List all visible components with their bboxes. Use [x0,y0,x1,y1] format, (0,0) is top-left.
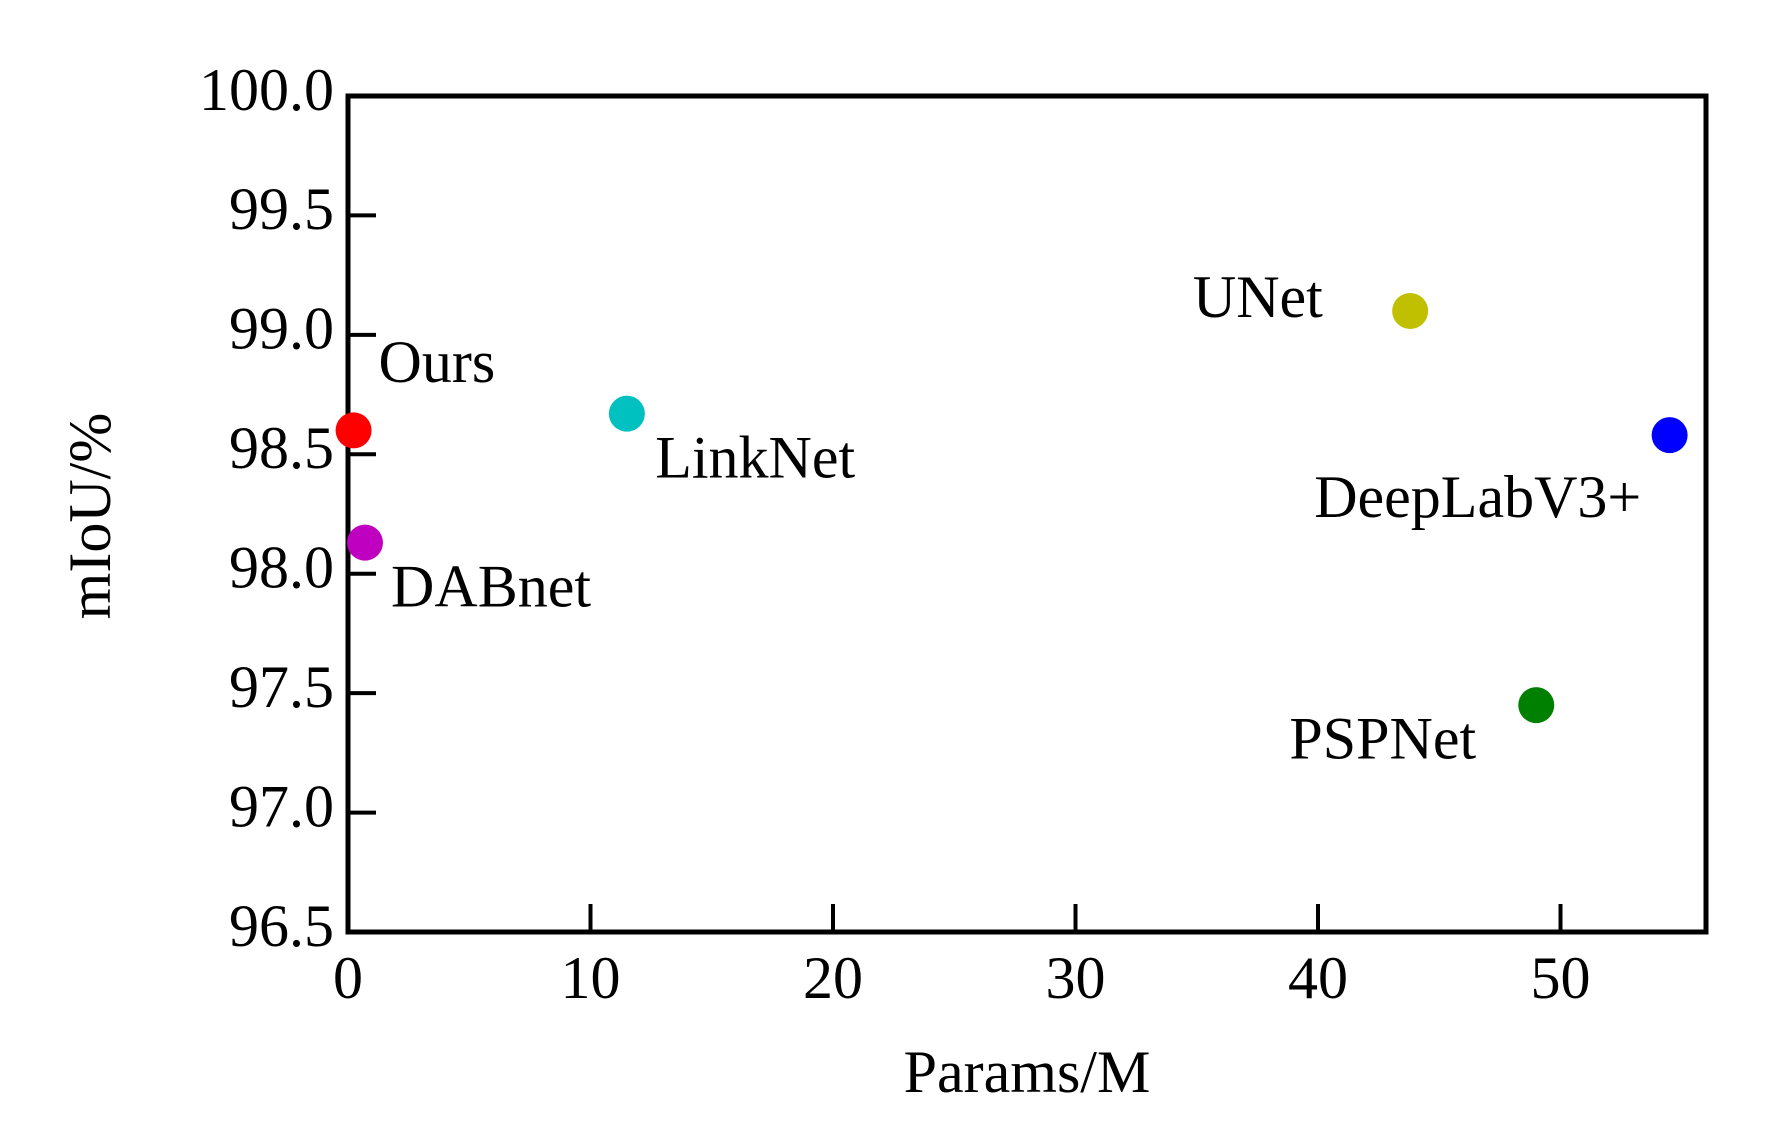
y-tick-label: 97.5 [229,654,334,720]
y-tick-label: 100.0 [199,57,334,123]
point [1518,687,1555,724]
point [1651,417,1688,454]
x-tick-label: 10 [561,945,621,1011]
y-tick-label: 98.5 [229,415,334,481]
y-tick-label: 99.5 [229,176,334,242]
point [1392,292,1429,329]
y-tick-label: 96.5 [229,893,334,959]
point-label: DABnet [391,553,591,619]
point [346,524,383,561]
x-axis-label: Params/M [904,1039,1151,1105]
point-label: LinkNet [655,424,855,490]
x-tick-label: 40 [1288,945,1348,1011]
point-label: DeepLabV3+ [1314,464,1641,530]
point-label: UNet [1193,264,1323,330]
x-tick-label: 50 [1531,945,1591,1011]
x-tick-label: 0 [333,945,363,1011]
point [335,412,372,449]
y-tick-label: 98.0 [229,534,334,600]
y-axis-label: mIoU/% [57,413,123,620]
y-tick-label: 97.0 [229,773,334,839]
x-tick-label: 20 [803,945,863,1011]
y-tick-label: 99.0 [229,296,334,362]
point [608,395,645,432]
plot-frame [345,93,1709,935]
point-label: Ours [379,329,496,395]
point-label: PSPNet [1289,706,1476,772]
x-tick-label: 30 [1046,945,1106,1011]
